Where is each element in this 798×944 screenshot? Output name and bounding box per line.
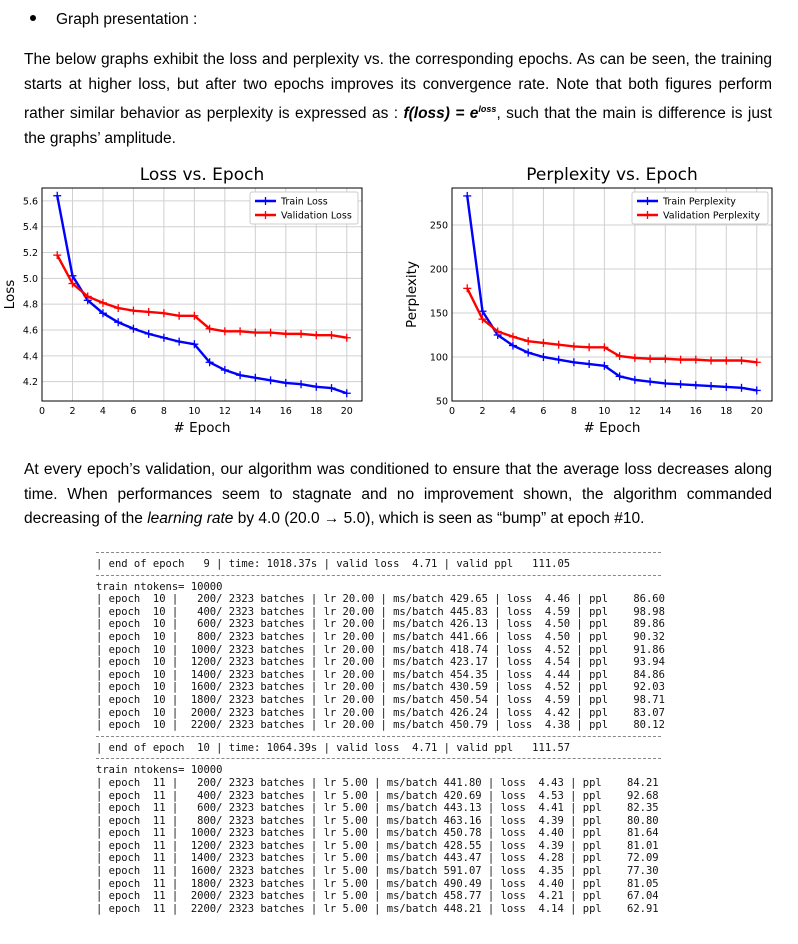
log-row: | epoch 11 | 400/ 2323 batches | lr 5.00…: [96, 789, 659, 802]
legend-box: [249, 191, 359, 225]
x-tick-label: 20: [751, 406, 763, 417]
log-row: | epoch 11 | 200/ 2323 batches | lr 5.00…: [96, 776, 659, 789]
x-axis-label: # Epoch: [174, 420, 231, 436]
formula-main: f(loss) = e: [403, 105, 479, 123]
x-tick-label: 2: [479, 406, 485, 417]
charts-row: 0 2 4 6 8 10 12 14 16 18 20 4.2 4.4 4.6 4.8 5.0 5.2 5.4 5.…: [0, 160, 798, 440]
x-tick-label: 18: [720, 406, 732, 417]
x-tick-label: 16: [280, 406, 292, 417]
x-tick-label: 8: [571, 406, 577, 417]
log-divider: [96, 574, 661, 576]
log-row: | epoch 11 | 2200/ 2323 batches | lr 5.0…: [96, 902, 659, 915]
y-tick-label: 200: [430, 264, 448, 275]
y-tick-label: 100: [430, 352, 448, 363]
y-axis-label: Perplexity: [404, 261, 420, 328]
log-row: | epoch 11 | 1800/ 2323 batches | lr 5.0…: [96, 877, 659, 890]
loss-chart: 0 2 4 6 8 10 12 14 16 18 20 4.2 4.4 4.6 4.8 5.0 5.2 5.4 5.…: [2, 165, 363, 436]
x-tick-label: 0: [39, 406, 45, 417]
chart-title: Loss vs. Epoch: [140, 165, 264, 185]
x-tick-label: 14: [249, 406, 261, 417]
log-row: | epoch 10 | 1600/ 2323 batches | lr 20.…: [96, 681, 665, 694]
y-tick-label: 150: [430, 308, 448, 319]
y-tick-label: 4.4: [23, 351, 38, 362]
plot-frame: [41, 187, 363, 402]
x-tick-label: 10: [188, 406, 200, 417]
legend-label: Validation Loss: [281, 211, 352, 222]
perplexity-chart: 0 2 4 6 8 10 12 14 16 18 20 50 100 150 200 250 Perplexit…: [404, 165, 773, 436]
series-line-train: [56, 195, 348, 395]
log-row: | epoch 11 | 2000/ 2323 batches | lr 5.0…: [96, 890, 659, 903]
x-tick-label: 4: [510, 406, 516, 417]
paragraph1-prefix: The below graphs exhibit the loss and pe…: [24, 51, 772, 123]
x-tick-label: 18: [310, 406, 322, 417]
log-row: | epoch 10 | 200/ 2323 batches | lr 20.0…: [96, 593, 665, 606]
log-divider: [96, 735, 661, 737]
log-row: | epoch 11 | 1200/ 2323 batches | lr 5.0…: [96, 839, 659, 852]
log-row: | epoch 10 | 2000/ 2323 batches | lr 20.…: [96, 706, 665, 719]
log-ntokens: train ntokens= 10000: [96, 764, 223, 777]
log-row: | epoch 11 | 600/ 2323 batches | lr 5.00…: [96, 802, 659, 815]
x-tick-label: 0: [449, 406, 455, 417]
formula-exponent: loss: [478, 104, 497, 114]
paragraph-graph-description: The below graphs exhibit the loss and pe…: [24, 48, 772, 151]
x-tick-label: 8: [161, 406, 167, 417]
paragraph2-prefix: At every epoch’s validation, our algorit…: [24, 461, 772, 527]
x-tick-label: 10: [598, 406, 610, 417]
x-tick-label: 6: [540, 406, 546, 417]
log-divider: [96, 552, 661, 553]
y-tick-label: 4.2: [23, 377, 38, 388]
log-ntokens: train ntokens= 10000: [96, 580, 223, 593]
y-tick-label: 50: [436, 397, 448, 408]
legend-label: Validation Perplexity: [663, 211, 760, 222]
log-row: | epoch 10 | 1800/ 2323 batches | lr 20.…: [96, 693, 665, 706]
log-epoch-end: | end of epoch 10 | time: 1064.39s | val…: [96, 741, 571, 754]
legend-label: Train Loss: [280, 197, 328, 208]
x-tick-label: 16: [690, 406, 702, 417]
y-tick-label: 5.0: [23, 274, 38, 285]
x-tick-label: 20: [341, 406, 353, 417]
learning-rate-term: learning rate: [147, 510, 234, 527]
y-tick-label: 5.6: [23, 196, 38, 207]
paragraph2-suffix: by 4.0 (20.0 → 5.0), which is seen as “b…: [233, 510, 645, 527]
series-line-validation: [466, 287, 757, 364]
log-epoch-end: | end of epoch 9 | time: 1018.37s | vali…: [96, 558, 571, 570]
log-row: | epoch 10 | 1200/ 2323 batches | lr 20.…: [96, 656, 665, 669]
log-row: | epoch 11 | 1000/ 2323 batches | lr 5.0…: [96, 827, 659, 840]
log-row: | epoch 11 | 1400/ 2323 batches | lr 5.0…: [96, 852, 659, 865]
legend-box: [631, 191, 769, 225]
section-heading-text: Graph presentation :: [56, 11, 198, 28]
x-tick-label: 4: [100, 406, 106, 417]
log-divider: [96, 758, 661, 760]
log-row: | epoch 10 | 400/ 2323 batches | lr 20.0…: [96, 605, 665, 618]
paragraph1-suffix: , such that the main is difference is ju…: [24, 105, 772, 147]
x-tick-label: 12: [219, 406, 231, 417]
perplexity-formula: f(loss) = eloss: [403, 104, 497, 123]
x-axis-label: # Epoch: [584, 420, 641, 436]
chart-title: Perplexity vs. Epoch: [526, 165, 697, 185]
y-tick-label: 4.6: [23, 326, 38, 337]
x-tick-label: 12: [629, 406, 641, 417]
x-tick-label: 2: [69, 406, 75, 417]
y-tick-label: 4.8: [23, 300, 38, 311]
log-row: | epoch 11 | 1600/ 2323 batches | lr 5.0…: [96, 865, 659, 878]
x-tick-label: 6: [130, 406, 136, 417]
y-tick-label: 5.2: [23, 248, 38, 259]
series-line-validation: [56, 254, 347, 339]
y-tick-label: 5.4: [23, 222, 38, 233]
legend-label: Train Perplexity: [662, 197, 736, 208]
log-row: | epoch 10 | 600/ 2323 batches | lr 20.0…: [96, 618, 665, 631]
y-axis-label: Loss: [2, 280, 18, 310]
plot-frame: [451, 187, 773, 402]
paragraph-learning-rate: At every epoch’s validation, our algorit…: [24, 458, 772, 532]
log-row: | epoch 10 | 1400/ 2323 batches | lr 20.…: [96, 668, 665, 681]
log-row: | epoch 10 | 800/ 2323 batches | lr 20.0…: [96, 630, 665, 643]
y-tick-label: 250: [430, 220, 448, 231]
training-log: | end of epoch 9 | time: 1018.37s | vali…: [96, 548, 665, 915]
section-heading: Graph presentation :: [30, 11, 197, 29]
bullet-icon: [30, 14, 36, 21]
x-tick-label: 14: [659, 406, 671, 417]
log-row: | epoch 11 | 800/ 2323 batches | lr 5.00…: [96, 814, 659, 827]
log-row: | epoch 10 | 1000/ 2323 batches | lr 20.…: [96, 643, 665, 656]
log-row: | epoch 10 | 2200/ 2323 batches | lr 20.…: [96, 719, 665, 732]
